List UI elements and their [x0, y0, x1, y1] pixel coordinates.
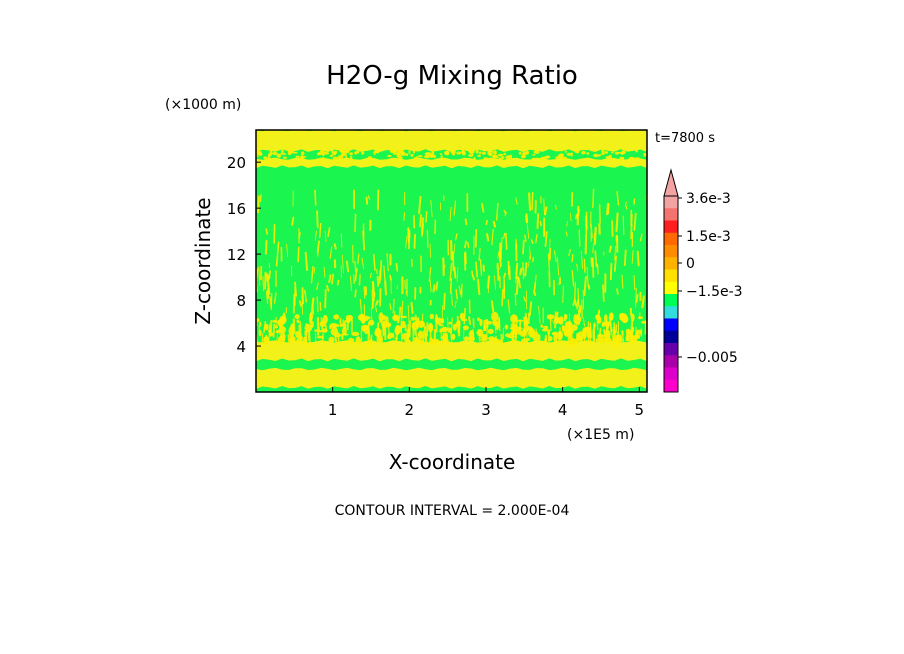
y-tick-label: 4	[236, 338, 246, 356]
contour-interval-footer: CONTOUR INTERVAL = 2.000E-04	[335, 503, 570, 519]
y-tick-label: 20	[227, 154, 246, 172]
colorbar-arrow	[663, 168, 679, 197]
y-tick-label: 16	[227, 200, 246, 218]
time-label: t=7800 s	[655, 131, 715, 146]
colorbar-label: 0	[686, 256, 695, 272]
chart-title: H2O-g Mixing Ratio	[326, 61, 578, 91]
colorbar-segment	[664, 306, 678, 319]
y-tick-label: 8	[236, 292, 246, 310]
x-axis: 1 2 3 4 5	[328, 387, 644, 419]
x-axis-unit: (×1E5 m)	[567, 427, 634, 443]
x-tick-label: 3	[481, 401, 491, 419]
colorbar-segment	[664, 208, 678, 221]
colorbar-segment	[664, 196, 678, 209]
colorbar-segment	[664, 232, 678, 246]
y-tick-label: 12	[227, 246, 246, 264]
colorbar-segment	[664, 269, 678, 283]
y-axis: 4 8 12 16 20	[227, 154, 261, 356]
colorbar-label: −0.005	[686, 350, 738, 366]
plot-field	[256, 130, 647, 392]
y-axis-unit: (×1000 m)	[165, 97, 241, 113]
colorbar-frame	[663, 195, 679, 393]
colorbar-label: 3.6e-3	[686, 191, 731, 207]
plot-frame	[255, 129, 648, 393]
y-axis-label: Z-coordinate	[191, 197, 215, 324]
field-streaks	[256, 148, 647, 350]
x-tick-label: 5	[635, 401, 645, 419]
x-tick-label: 4	[558, 401, 568, 419]
colorbar: 3.6e-3 1.5e-3 0 −1.5e-3 −0.005	[663, 168, 743, 393]
colorbar-segment	[664, 379, 678, 393]
colorbar-segment	[664, 355, 678, 368]
colorbar-label: −1.5e-3	[686, 284, 743, 300]
colorbar-label: 1.5e-3	[686, 229, 731, 245]
x-tick-label: 1	[328, 401, 338, 419]
field-surface-band	[256, 367, 647, 389]
x-tick-label: 2	[405, 401, 415, 419]
colorbar-segment	[664, 330, 678, 344]
colorbar-segment	[664, 281, 678, 295]
field-band-20	[256, 157, 647, 169]
colorbar-segment	[664, 220, 678, 234]
colorbar-segment	[664, 245, 678, 258]
colorbar-segment	[664, 257, 678, 270]
colorbar-segment	[664, 294, 678, 307]
field-upper-band	[256, 130, 647, 153]
colorbar-segment	[664, 367, 678, 381]
colorbar-segment	[664, 343, 678, 356]
x-axis-label: X-coordinate	[389, 450, 516, 474]
field-low-band	[256, 340, 647, 362]
colorbar-segment	[664, 318, 678, 332]
